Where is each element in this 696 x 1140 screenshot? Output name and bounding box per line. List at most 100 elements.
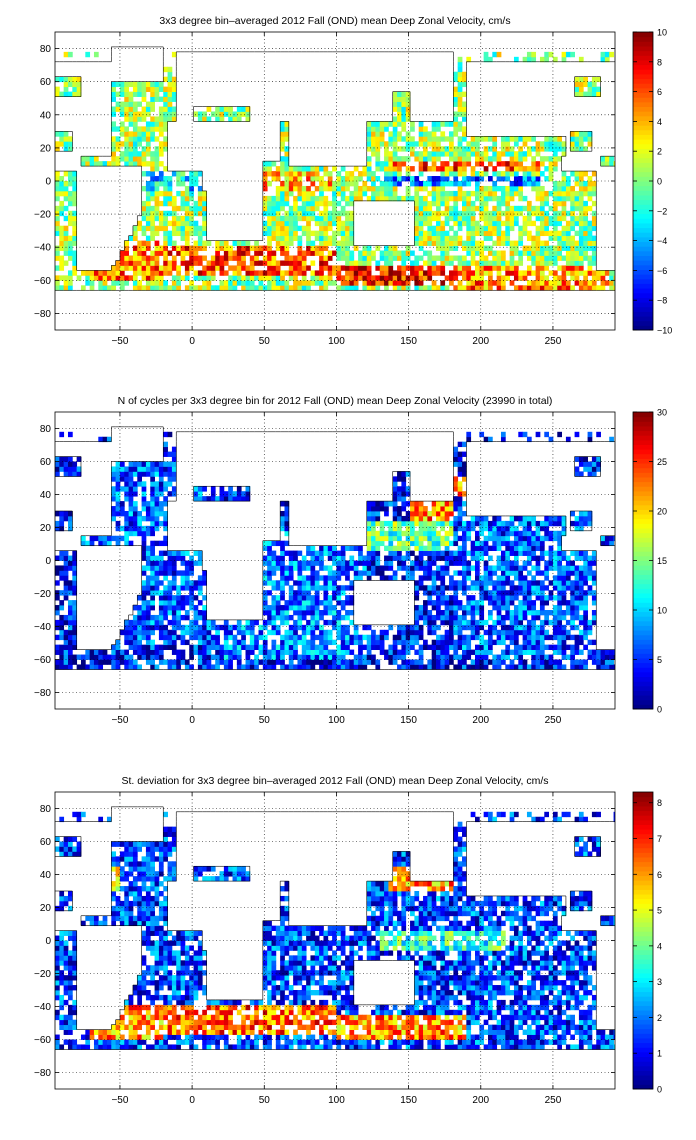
heatmap-cell (310, 624, 316, 631)
heatmap-cell (431, 530, 437, 537)
heatmap-cell (440, 181, 446, 187)
heatmap-cell (470, 151, 476, 157)
heatmap-cell (436, 659, 441, 665)
heatmap-cell (323, 600, 329, 606)
heatmap-cell (145, 461, 151, 467)
heatmap-cell (59, 590, 65, 596)
heatmap-cell (106, 161, 112, 167)
heatmap-cell (219, 644, 225, 650)
heatmap-cell (145, 560, 151, 566)
heatmap-cell (466, 560, 472, 566)
heatmap-cell (345, 250, 350, 256)
heatmap-cell (453, 210, 459, 217)
heatmap-cell (55, 91, 60, 97)
heatmap-cell (483, 664, 489, 670)
heatmap-cell (154, 161, 160, 167)
heatmap-cell (340, 240, 346, 246)
heatmap-cell (353, 629, 359, 636)
heatmap-cell (388, 171, 394, 177)
heatmap-cell (565, 240, 571, 246)
heatmap-cell (436, 265, 441, 271)
heatmap-cell (158, 190, 164, 197)
heatmap-cell (163, 91, 168, 97)
heatmap-cell (388, 565, 394, 571)
heatmap-cell (167, 91, 173, 97)
heatmap-cell (552, 220, 558, 227)
heatmap-cell (462, 580, 467, 586)
heatmap-cell (440, 590, 446, 596)
heatmap-cell (384, 171, 389, 177)
heatmap-cell (470, 285, 476, 291)
heatmap-cell (336, 649, 342, 655)
heatmap-cell (466, 520, 472, 527)
heatmap-cell (544, 156, 550, 162)
heatmap-cell (414, 540, 420, 547)
heatmap-cell (67, 235, 73, 241)
heatmap-cell (280, 654, 285, 660)
heatmap-cell (59, 456, 65, 462)
heatmap-cell (267, 610, 272, 616)
heatmap-cell (137, 255, 142, 261)
heatmap-cell (128, 161, 134, 167)
heatmap-cell (444, 515, 450, 522)
heatmap-cell (596, 76, 601, 83)
heatmap-cell (414, 520, 420, 527)
heatmap-cell (275, 580, 281, 586)
heatmap-cell (401, 575, 407, 581)
heatmap-cell (102, 285, 108, 291)
heatmap-cell (141, 471, 147, 477)
heatmap-cell (362, 654, 368, 660)
heatmap-cell (267, 245, 272, 251)
heatmap-cell (431, 590, 437, 596)
heatmap-cell (375, 515, 381, 522)
heatmap-cell (310, 205, 316, 212)
heatmap-cell (522, 195, 528, 202)
heatmap-cell (397, 545, 402, 551)
heatmap-cell (297, 659, 303, 665)
heatmap-cell (280, 250, 285, 256)
heatmap-cell (535, 255, 541, 261)
heatmap-cell (535, 166, 541, 172)
heatmap-cell (171, 664, 177, 670)
heatmap-cell (561, 245, 567, 251)
heatmap-cell (115, 520, 121, 527)
heatmap-cell (349, 195, 355, 202)
heatmap-cell (440, 161, 446, 167)
heatmap-cell (366, 634, 372, 641)
heatmap-cell (453, 270, 459, 276)
heatmap-cell (132, 511, 138, 517)
heatmap-cell (496, 200, 502, 207)
heatmap-cell (189, 664, 194, 670)
heatmap-cell (171, 491, 177, 497)
heatmap-cell (215, 116, 220, 122)
heatmap-cell (522, 250, 528, 256)
heatmap-cell (215, 634, 220, 641)
heatmap-cell (206, 624, 212, 631)
heatmap-cell (145, 171, 151, 177)
heatmap-cell (578, 136, 584, 142)
heatmap-cell (444, 136, 450, 142)
heatmap-cell (154, 156, 160, 162)
heatmap-cell (280, 141, 285, 147)
heatmap-cell (132, 141, 138, 147)
heatmap-cell (505, 161, 511, 167)
heatmap-cell (496, 639, 502, 646)
heatmap-cell (496, 634, 502, 641)
heatmap-cell (59, 230, 65, 237)
heatmap-cell (59, 466, 65, 472)
heatmap-cell (236, 639, 242, 646)
heatmap-cell (470, 190, 476, 197)
heatmap-cell (423, 200, 428, 207)
heatmap-cell (306, 210, 311, 217)
heatmap-cell (587, 81, 593, 88)
heatmap-cell (137, 285, 142, 291)
heatmap-cell (544, 141, 550, 147)
heatmap-cell (457, 481, 463, 487)
heatmap-cell (163, 190, 168, 197)
heatmap-cell (323, 200, 329, 207)
heatmap-cell (457, 285, 463, 291)
heatmap-cell (436, 634, 441, 641)
heatmap-cell (102, 659, 108, 665)
heatmap-cell (150, 136, 155, 142)
heatmap-cell (141, 530, 147, 537)
